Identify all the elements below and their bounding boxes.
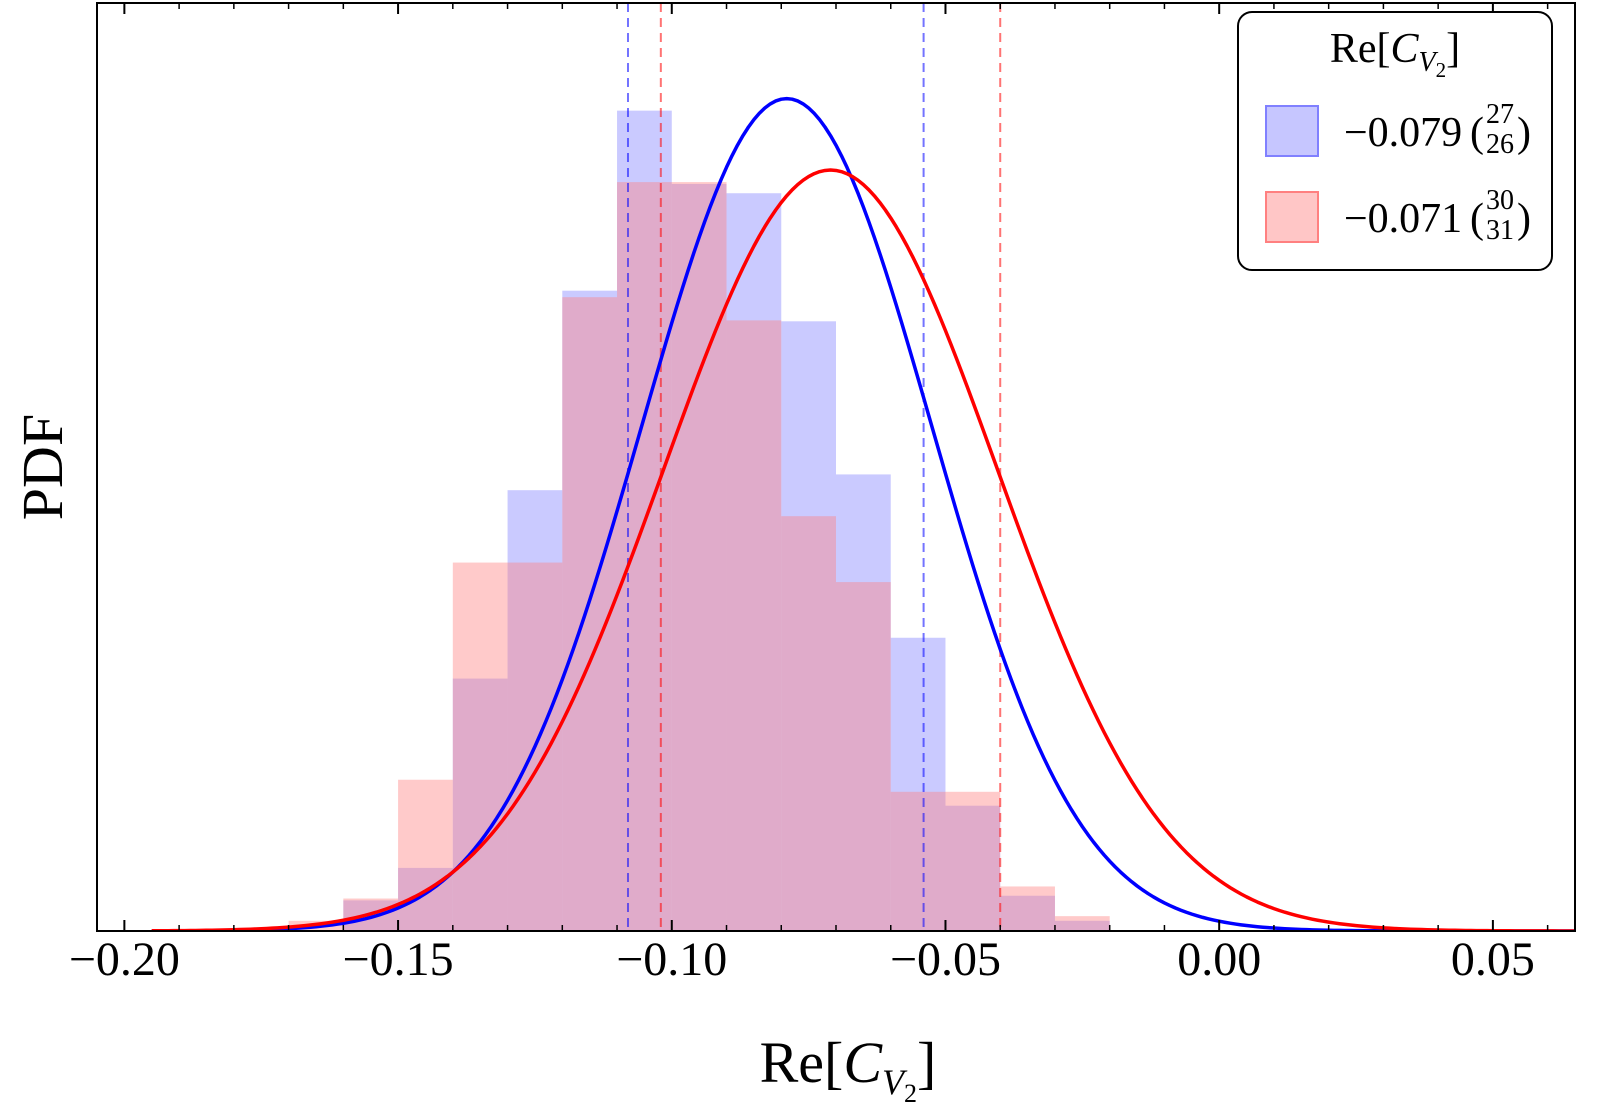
legend-upper-blue: 27: [1486, 99, 1514, 130]
histogram-bar-blue: [671, 183, 727, 931]
histogram-bar-red: [671, 182, 727, 931]
x-tick-label: −0.20: [69, 933, 180, 986]
legend-paren-open-red: (: [1470, 196, 1484, 242]
legend-paren-open-blue: (: [1470, 110, 1484, 156]
histogram-bar-blue: [562, 290, 618, 931]
y-axis-label: PDF: [10, 414, 75, 520]
histogram-bar-blue: [726, 193, 782, 931]
legend-value-blue: −0.079: [1344, 110, 1462, 156]
legend-upper-red: 30: [1486, 185, 1514, 216]
histogram-bar-red: [617, 182, 672, 931]
legend: Re[CV2] −0.079 ( 27 26 ) −0.071 ( 30 31 …: [1237, 11, 1553, 271]
legend-value-red: −0.071: [1344, 196, 1462, 242]
histogram-bar-red: [726, 320, 782, 931]
interval-lines: [626, 3, 1002, 931]
x-tick-label: −0.10: [616, 933, 727, 986]
histogram-bar-red: [398, 779, 453, 931]
x-tick-label: −0.15: [343, 933, 454, 986]
histogram-bar-blue: [945, 805, 1001, 931]
legend-lower-blue: 26: [1486, 129, 1514, 160]
legend-paren-close-blue: ): [1517, 110, 1531, 156]
x-tick-label: 0.05: [1451, 933, 1535, 986]
histogram-bar-red: [836, 582, 891, 931]
histogram-bar-blue: [836, 474, 891, 931]
density-curve-red: [151, 168, 1575, 931]
histogram-bar-blue: [1000, 895, 1055, 931]
x-axis-label: Re[CV2]: [760, 1030, 937, 1102]
x-tick-label: −0.05: [890, 933, 1001, 986]
histogram-bar-red: [890, 791, 946, 931]
histogram-bar-blue: [507, 490, 563, 931]
histogram-bar-red: [452, 562, 508, 931]
histogram-bar-red: [945, 791, 1001, 931]
legend-box: [1237, 11, 1553, 271]
histogram-bar-blue: [890, 637, 946, 931]
x-tick-label: 0.00: [1177, 933, 1261, 986]
histogram-bar-red: [1000, 886, 1055, 931]
histogram-bars: [288, 110, 1110, 931]
legend-title: Re[CV2]: [1330, 26, 1460, 82]
legend-swatch-red: [1265, 191, 1319, 243]
histogram-bar-blue: [781, 321, 836, 931]
legend-swatch-blue: [1265, 105, 1319, 157]
legend-paren-close-red: ): [1517, 196, 1531, 242]
histogram-bar-blue: [452, 678, 508, 931]
x-axis: −0.20 −0.15 −0.10 −0.05 0.00 0.05: [69, 3, 1549, 986]
legend-lower-red: 31: [1486, 215, 1514, 246]
histogram-bar-red: [781, 516, 836, 931]
histogram-bar-red: [1054, 916, 1110, 931]
histogram-bar-blue: [1054, 920, 1110, 931]
